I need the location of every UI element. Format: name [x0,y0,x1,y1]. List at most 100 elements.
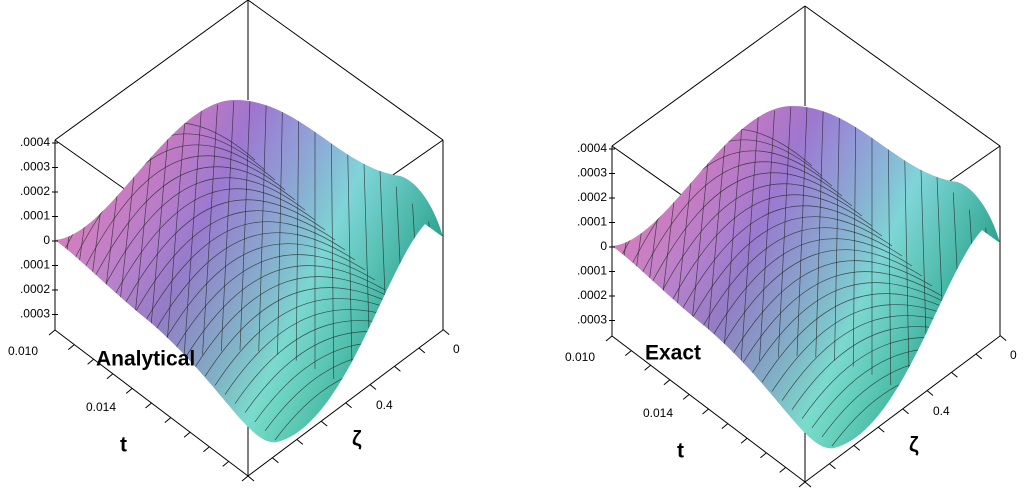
mesh-line [277,104,283,355]
surface-shade [55,100,443,443]
t-tick-label: 0.014 [86,400,116,414]
mesh-line [834,110,840,361]
z-tick-label: .0002 [577,288,607,302]
panel-label: Analytical [96,348,195,371]
mesh-line [202,104,218,355]
t-tick [663,379,671,386]
mesh-line [164,118,186,369]
mesh-line [627,192,662,443]
mesh-line [631,150,833,265]
zeta-axis-label: ζ [909,434,919,457]
mesh-line [711,238,913,338]
mesh-line [681,205,883,310]
mesh-line [761,293,963,383]
t-tick [644,364,651,371]
mesh-line [759,110,775,361]
z-tick-label: .0004 [20,135,50,149]
z-tick-label: .0002 [20,282,50,296]
zeta-tick-label: 0 [1010,348,1017,362]
mesh-line [412,203,428,443]
z-tick-label: .0001 [577,264,607,278]
t-tick-label: 0.010 [8,344,38,358]
t-tick [106,373,114,380]
z-tick-label: .0003 [577,166,607,180]
zeta-tick [853,445,861,451]
z-tick-label: 0 [43,233,50,247]
z-tick-label: .0003 [20,160,50,174]
t-tick [67,344,75,350]
mesh-line [89,169,121,421]
z-tick-label: .0001 [577,215,607,229]
box-edge [247,0,444,141]
mesh-line [114,188,316,295]
mesh-line [134,210,336,313]
t-tick [164,417,172,423]
mesh-line [220,101,235,352]
t-tick [702,408,709,415]
mesh-line [55,239,56,443]
mesh-line [239,100,251,351]
mesh-line [144,221,346,322]
t-tick [241,475,249,482]
mesh-line [701,227,903,328]
mesh-line [740,116,759,367]
mesh-line [445,240,465,490]
mesh-line [731,260,933,356]
mesh-line [612,245,613,449]
mesh-line [164,243,366,341]
mesh-line [815,107,824,358]
zeta-tick [247,475,255,482]
zeta-tick [394,365,401,372]
t-tick [183,431,191,438]
zeta-axis-label: ζ [352,428,362,451]
mesh-line [84,155,286,268]
zeta-tick [926,390,934,396]
zeta-tick [345,402,352,409]
t-tick [125,388,133,394]
mesh-line [94,166,296,277]
t-tick [145,402,152,409]
mesh-line [184,265,386,359]
surface-shade [612,106,1000,449]
mesh-line [347,140,353,392]
plot-panel: .0004 .0003 .0002 .0001 0 .0001 .0002 .0003 0.01… [565,5,1022,496]
zeta-tick-label: 0.4 [933,404,950,418]
box-edge [804,5,1001,147]
mesh-line [104,177,306,286]
mesh-line [330,128,335,379]
mesh-line [969,209,985,449]
zeta-tick [418,347,426,354]
t-tick [798,481,806,488]
mesh-line [721,249,923,347]
zeta-tick [829,463,836,470]
z-tick-label: .0003 [20,307,50,321]
z-tick-label: .0001 [20,258,50,272]
mesh-line [985,227,1000,449]
t-tick [48,329,56,336]
mesh-line [295,110,300,361]
t-tick [222,461,230,467]
mesh-line [777,107,792,358]
z-tick-label: .0002 [577,190,607,204]
zeta-tick [902,408,909,415]
mesh-line [796,106,808,357]
mesh-line [646,175,678,427]
t-tick [740,437,748,444]
z-tick-label: 0 [600,239,607,253]
box-edge [611,5,806,147]
t-tick [203,446,210,453]
mesh-line [1002,246,1022,496]
mesh-line [194,276,396,368]
zeta-tick [442,329,450,335]
zeta-tick-label: 0.4 [376,398,393,412]
mesh-line [691,216,893,319]
mesh-line [904,146,910,398]
t-tick [87,358,94,365]
z-tick-label: .0002 [20,184,50,198]
mesh-line [174,254,376,350]
zeta-tick [951,371,958,378]
mesh-line [428,221,443,443]
z-tick-label: .0001 [20,209,50,223]
t-tick [682,394,690,400]
mesh-line [721,124,743,375]
